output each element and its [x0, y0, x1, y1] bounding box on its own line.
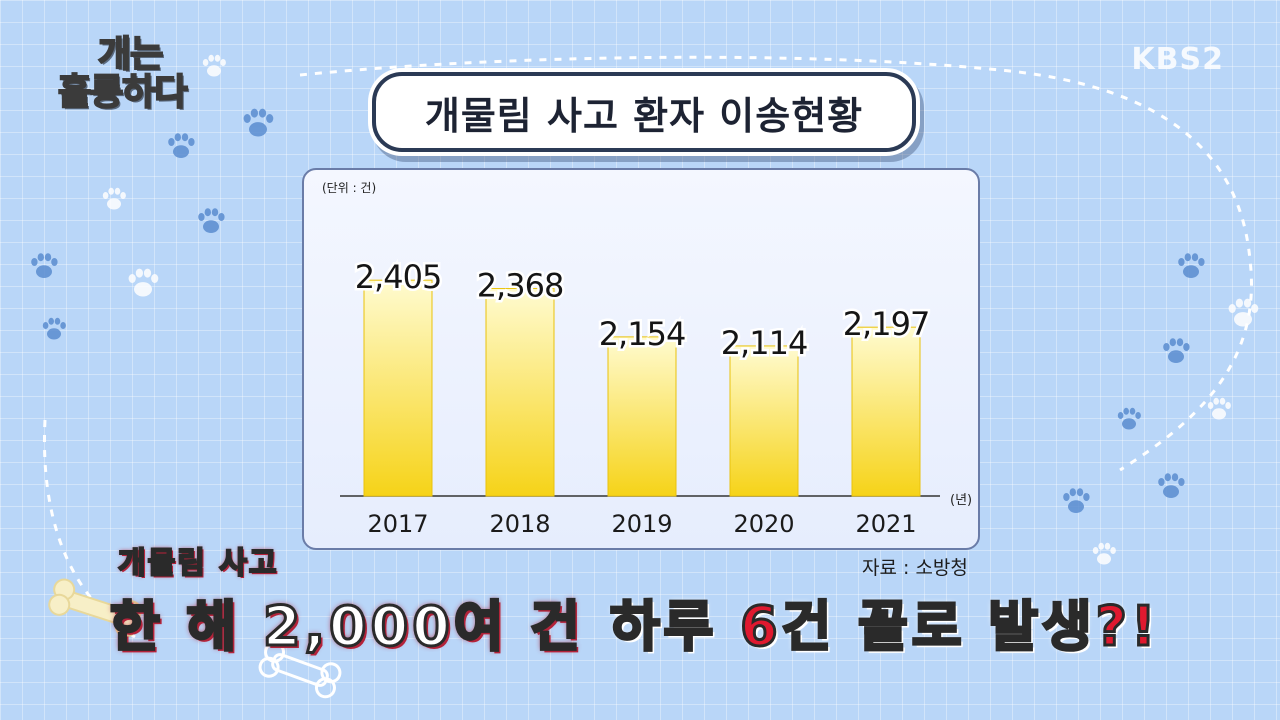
paw-print-icon: [28, 250, 60, 286]
paw-print-icon: [1175, 250, 1207, 286]
chart-title-box: 개물림 사고 환자 이송현황: [372, 72, 916, 152]
category-label-2018: 2018: [489, 510, 550, 538]
bone-outline-icon: [258, 641, 342, 699]
value-label-2017: 2,405: [355, 258, 442, 296]
paw-print-icon: [1115, 405, 1143, 437]
category-label-2020: 2020: [733, 510, 794, 538]
paw-print-icon: [1160, 335, 1192, 371]
show-logo-line2: 훌륭하다: [57, 72, 188, 113]
paw-print-icon: [200, 52, 228, 84]
bar-2019: [607, 336, 677, 497]
source-note: 자료 : 소방청: [862, 557, 968, 579]
caption-main: 한 해 2,000여 건 하루 6건 꼴로 발생?!: [109, 582, 1200, 661]
value-label-2021: 2,197: [843, 305, 930, 343]
value-label-2018: 2,368: [477, 267, 564, 305]
paw-print-icon: [40, 315, 68, 347]
paw-print-icon: [1205, 395, 1233, 427]
value-label-2019: 2,154: [599, 315, 686, 353]
chart-panel: (단위 : 건) (년) 2,405 2017 2,368 2018 2,154 2019…: [302, 168, 980, 550]
value-label-2020: 2,114: [721, 324, 808, 362]
caption-top: 개물림 사고: [117, 545, 279, 582]
paw-print-icon: [125, 265, 161, 305]
bar-2021: [851, 326, 921, 497]
unit-label: (단위 : 건): [322, 181, 376, 195]
bar-2017: [363, 279, 433, 497]
paw-print-icon: [240, 105, 276, 145]
paw-print-icon: [1155, 470, 1187, 506]
bar-2020: [729, 345, 799, 497]
bar-chart: (단위 : 건) (년) 2,405 2017 2,368 2018 2,154 2019…: [322, 181, 972, 538]
caption-main-white: 한 해 2,000여 건: [109, 594, 584, 660]
paw-print-icon: [1090, 540, 1118, 572]
show-logo: 개는 훌륭하다: [57, 34, 218, 113]
paw-print-icon: [165, 130, 197, 166]
bar-2018: [485, 288, 555, 497]
show-logo-line1: 개는: [97, 34, 164, 75]
category-label-2021: 2021: [855, 510, 916, 538]
caption-main-red: 하루 6건 꼴로 발생?!: [608, 594, 1160, 660]
bone-icon: [48, 578, 142, 638]
paw-print-icon: [195, 205, 227, 241]
x-unit-label: (년): [950, 493, 972, 508]
chart-title: 개물림 사고 환자 이송현황: [424, 93, 864, 138]
channel-logo: KBS2: [1131, 42, 1224, 77]
category-label-2019: 2019: [611, 510, 672, 538]
category-label-2017: 2017: [367, 510, 428, 538]
paw-print-icon: [1225, 295, 1261, 335]
paw-print-icon: [100, 185, 128, 217]
paw-print-icon: [1060, 485, 1092, 521]
